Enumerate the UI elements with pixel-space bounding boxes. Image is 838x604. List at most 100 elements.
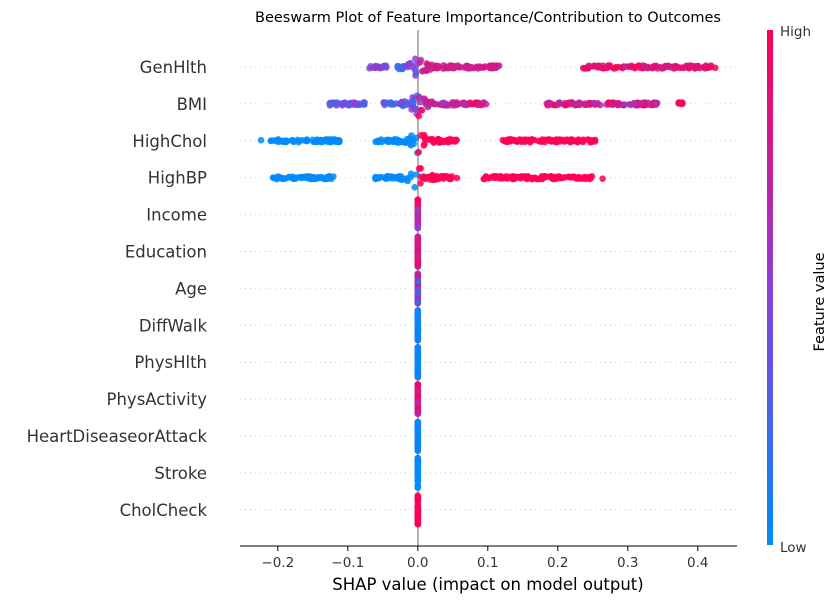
feature-label: HighChol <box>132 132 207 151</box>
shap-point <box>415 112 423 120</box>
shap-point <box>540 173 547 181</box>
shap-point <box>566 137 574 145</box>
shap-point <box>592 136 599 144</box>
shap-point <box>510 174 518 181</box>
shap-point <box>414 391 422 398</box>
shap-point <box>417 56 425 64</box>
shap-point <box>414 437 422 445</box>
shap-point <box>650 63 657 70</box>
shap-point <box>638 99 645 107</box>
shap-point <box>676 99 684 107</box>
shap-point <box>414 426 422 434</box>
colorbar-label: Feature value <box>812 252 828 351</box>
shap-point <box>466 64 473 72</box>
shap-point <box>354 100 362 107</box>
shap-point <box>382 62 390 69</box>
shap-point <box>414 371 422 379</box>
colorbar-low-label: Low <box>780 540 807 556</box>
feature-label: GenHlth <box>140 58 207 77</box>
shap-point <box>445 102 452 109</box>
shap-point <box>324 136 332 143</box>
shap-point <box>414 220 422 227</box>
shap-point <box>545 136 553 143</box>
shap-point <box>435 62 442 70</box>
feature-label: Age <box>175 279 207 298</box>
shap-point <box>281 175 289 182</box>
shap-point <box>424 103 432 111</box>
shap-point <box>445 173 453 181</box>
shap-point <box>414 298 422 305</box>
shap-point <box>331 136 338 143</box>
shap-point <box>445 136 453 143</box>
shap-point <box>487 174 495 181</box>
shap-point <box>537 138 545 146</box>
shap-point <box>414 346 422 353</box>
shap-point <box>373 175 380 182</box>
shap-point <box>289 137 297 144</box>
shap-point <box>372 64 380 71</box>
shap-point <box>414 494 422 502</box>
shap-point <box>389 137 397 145</box>
shap-point <box>627 63 634 71</box>
shap-point <box>453 174 461 182</box>
shap-point <box>308 175 316 182</box>
shap-point <box>712 64 719 72</box>
shap-point <box>433 172 441 180</box>
shap-point <box>420 131 428 139</box>
shap-point <box>573 138 581 146</box>
shap-point <box>516 137 523 145</box>
shap-point <box>636 64 644 72</box>
feature-label: CholCheck <box>120 501 208 520</box>
shap-point <box>414 366 422 374</box>
feature-label: PhysActivity <box>107 390 208 409</box>
feature-label: DiffWalk <box>139 316 208 335</box>
shap-point <box>478 64 485 71</box>
x-tick-label: 0.1 <box>477 555 498 571</box>
colorbar-high-label: High <box>780 24 811 40</box>
shap-point <box>694 62 702 70</box>
shap-point <box>605 99 612 106</box>
shap-point <box>414 360 422 368</box>
shap-point <box>429 135 436 143</box>
feature-label: HeartDiseaseorAttack <box>27 427 208 446</box>
shap-point <box>435 136 442 143</box>
shap-point <box>367 63 374 70</box>
shap-point <box>524 175 532 182</box>
shap-point <box>610 65 618 72</box>
shap-point <box>580 174 587 181</box>
shap-point <box>426 176 434 183</box>
shap-point <box>282 138 289 145</box>
x-tick-label: 0.3 <box>617 555 638 571</box>
shap-point <box>411 105 419 112</box>
shap-point <box>530 175 538 182</box>
shap-point <box>415 93 423 101</box>
shap-point <box>414 310 422 317</box>
shap-point <box>257 136 265 144</box>
shap-point <box>412 69 420 77</box>
shap-point <box>705 64 712 71</box>
x-tick-label: 0.2 <box>547 555 568 571</box>
shap-point <box>414 445 422 453</box>
shap-point <box>389 175 397 182</box>
shap-point <box>267 137 275 145</box>
shap-point <box>477 100 485 108</box>
shap-point <box>466 99 474 106</box>
shap-point <box>561 138 568 145</box>
shap-point <box>440 138 447 146</box>
shap-point <box>383 138 391 145</box>
shap-point <box>447 64 455 72</box>
shap-point <box>414 241 422 248</box>
shap-point <box>332 100 339 108</box>
shap-point <box>398 98 406 106</box>
shap-point <box>414 517 422 525</box>
shap-point <box>668 64 676 71</box>
shap-point <box>503 138 511 146</box>
shap-point <box>414 381 422 389</box>
shap-point <box>345 100 353 108</box>
shap-point <box>595 62 602 70</box>
feature-label: HighBP <box>148 169 207 188</box>
shap-point <box>414 322 422 329</box>
shap-point <box>399 65 406 73</box>
